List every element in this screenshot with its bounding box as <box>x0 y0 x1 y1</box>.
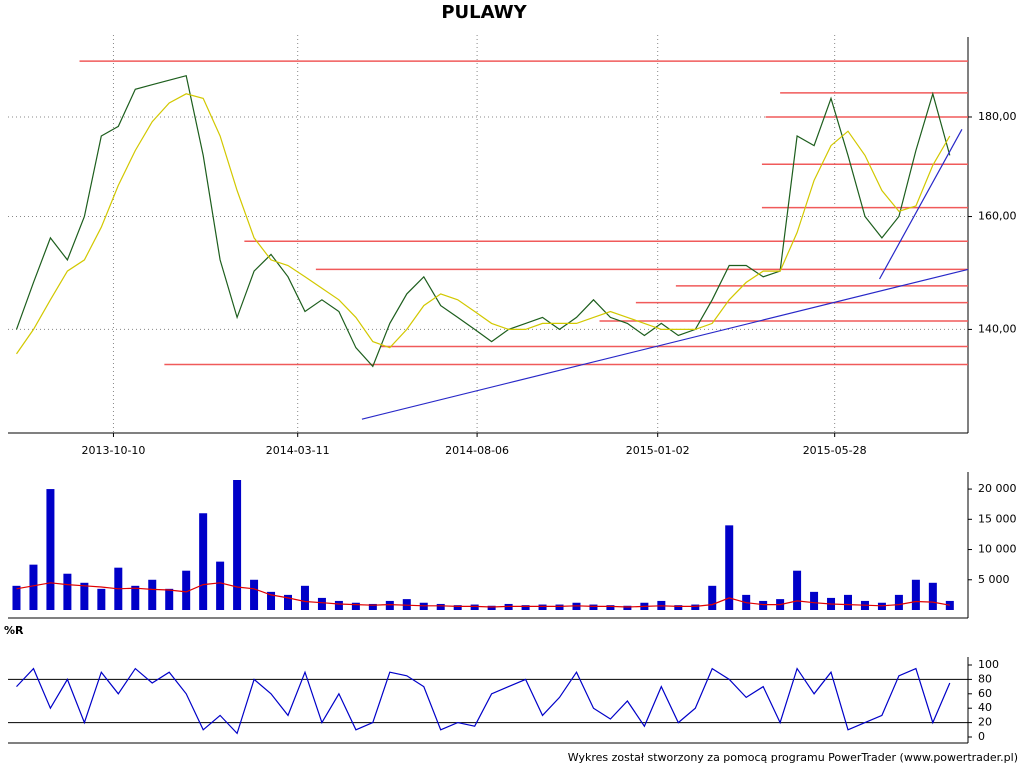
volume-bar <box>928 582 937 610</box>
trend-line <box>878 128 963 280</box>
y-tick-label: 100 <box>978 658 999 671</box>
volume-bar <box>233 480 242 610</box>
volume-bar <box>165 588 174 610</box>
volume-bar <box>555 604 564 610</box>
x-tick-label: 2014-08-06 <box>445 444 509 457</box>
volume-bar <box>470 604 479 610</box>
volume-bar <box>810 591 819 610</box>
series-line <box>15 74 951 368</box>
series-line <box>16 667 951 735</box>
volume-bar <box>759 600 768 610</box>
volume-bar <box>334 600 343 610</box>
volume-bar <box>521 605 530 610</box>
y-tick-label: 180,00 <box>978 110 1017 123</box>
y-tick-label: 80 <box>978 672 992 685</box>
series-line <box>16 93 951 355</box>
volume-bar <box>945 600 954 610</box>
volume-bar <box>894 594 903 610</box>
volume-bar <box>725 525 734 610</box>
x-tick-label: 2015-05-28 <box>803 444 867 457</box>
volume-bar <box>63 573 72 610</box>
y-tick-label: 60 <box>978 687 992 700</box>
volume-bar <box>844 594 852 610</box>
volume-bar <box>691 604 700 610</box>
y-tick-label: 0 <box>978 730 985 743</box>
x-tick-label: 2015-01-02 <box>626 444 690 457</box>
series-line <box>16 582 950 608</box>
volume-bar <box>97 588 106 610</box>
footer: Wykres został stworzony za pomocą progra… <box>568 751 1018 764</box>
volume-bar <box>793 570 802 610</box>
volume-bar <box>606 605 615 610</box>
volume-bar <box>436 603 445 610</box>
volume-bar <box>250 579 259 610</box>
x-tick-label: 2013-10-10 <box>81 444 145 457</box>
volume-bar <box>674 605 683 610</box>
y-tick-label: 140,00 <box>978 322 1017 335</box>
volume-bar <box>300 585 309 610</box>
y-tick-label: 10 000 <box>978 543 1017 556</box>
volume-bar <box>623 605 632 610</box>
trend-line <box>361 268 969 420</box>
y-tick-label: 40 <box>978 701 992 714</box>
volume-bar <box>267 591 276 610</box>
volume-bar <box>216 561 225 610</box>
x-tick-label: 2014-03-11 <box>266 444 330 457</box>
chart-title: PULAWY <box>441 2 527 23</box>
volume-bar <box>80 582 89 610</box>
volume-bar <box>182 570 191 610</box>
y-tick-label: 5 000 <box>978 573 1010 586</box>
volume-bar <box>351 602 360 610</box>
volume-bar <box>911 579 920 610</box>
volume-bar <box>46 489 55 610</box>
volume-bar <box>589 604 598 610</box>
panel-title: %R <box>4 624 24 637</box>
volume-bar <box>284 594 292 610</box>
volume-bar <box>199 513 208 610</box>
y-tick-label: 15 000 <box>978 512 1017 525</box>
volume-bar <box>29 564 38 610</box>
volume-bar <box>487 605 496 610</box>
volume-bar <box>317 597 326 610</box>
y-tick-label: 20 <box>978 716 992 729</box>
volume-bar <box>453 605 462 610</box>
y-tick-label: 20 000 <box>978 482 1017 495</box>
volume-bar <box>385 600 394 610</box>
volume-bar <box>538 604 547 610</box>
volume-bar <box>708 585 717 610</box>
volume-bar <box>12 585 21 610</box>
y-tick-label: 160,00 <box>978 210 1017 223</box>
volume-bar <box>368 603 377 610</box>
volume-bar <box>148 579 157 610</box>
volume-bar <box>131 585 140 610</box>
volume-bar <box>402 599 411 610</box>
